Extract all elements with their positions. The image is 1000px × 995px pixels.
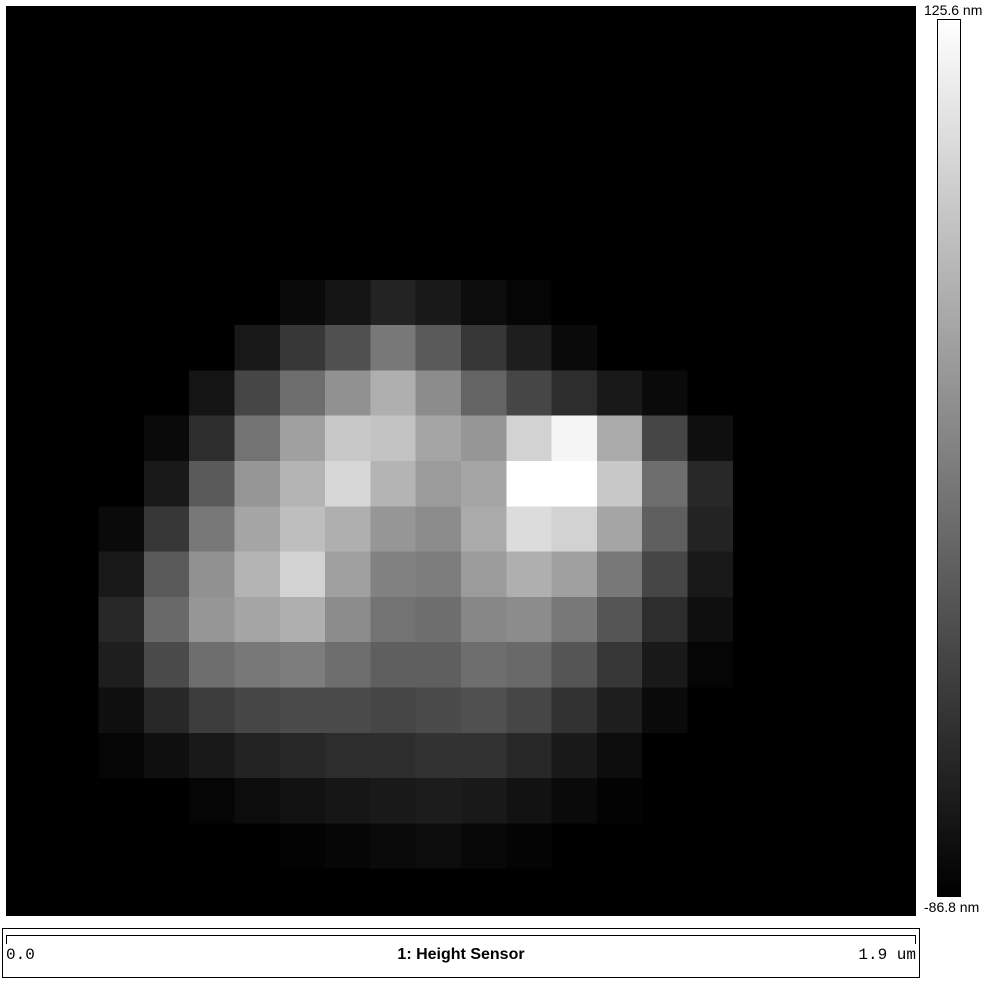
xaxis-title: 1: Height Sensor	[397, 946, 524, 964]
colorbar-canvas	[938, 20, 960, 896]
xaxis-tick-right	[915, 936, 916, 944]
xaxis-frame: 0.0 1.9 um 1: Height Sensor	[6, 935, 916, 975]
xaxis-max-label: 1.9 um	[858, 946, 916, 964]
xaxis-tick-left	[6, 936, 7, 944]
colorbar-frame	[937, 19, 961, 897]
heatmap-frame	[6, 6, 916, 916]
xaxis-min-label: 0.0	[6, 946, 35, 964]
colorbar-top-label: 125.6 nm	[924, 2, 982, 18]
figure-container: 125.6 nm -86.8 nm 0.0 1.9 um 1: Height S…	[0, 0, 1000, 995]
heatmap-canvas	[8, 8, 914, 914]
colorbar-bottom-label: -86.8 nm	[924, 899, 979, 915]
